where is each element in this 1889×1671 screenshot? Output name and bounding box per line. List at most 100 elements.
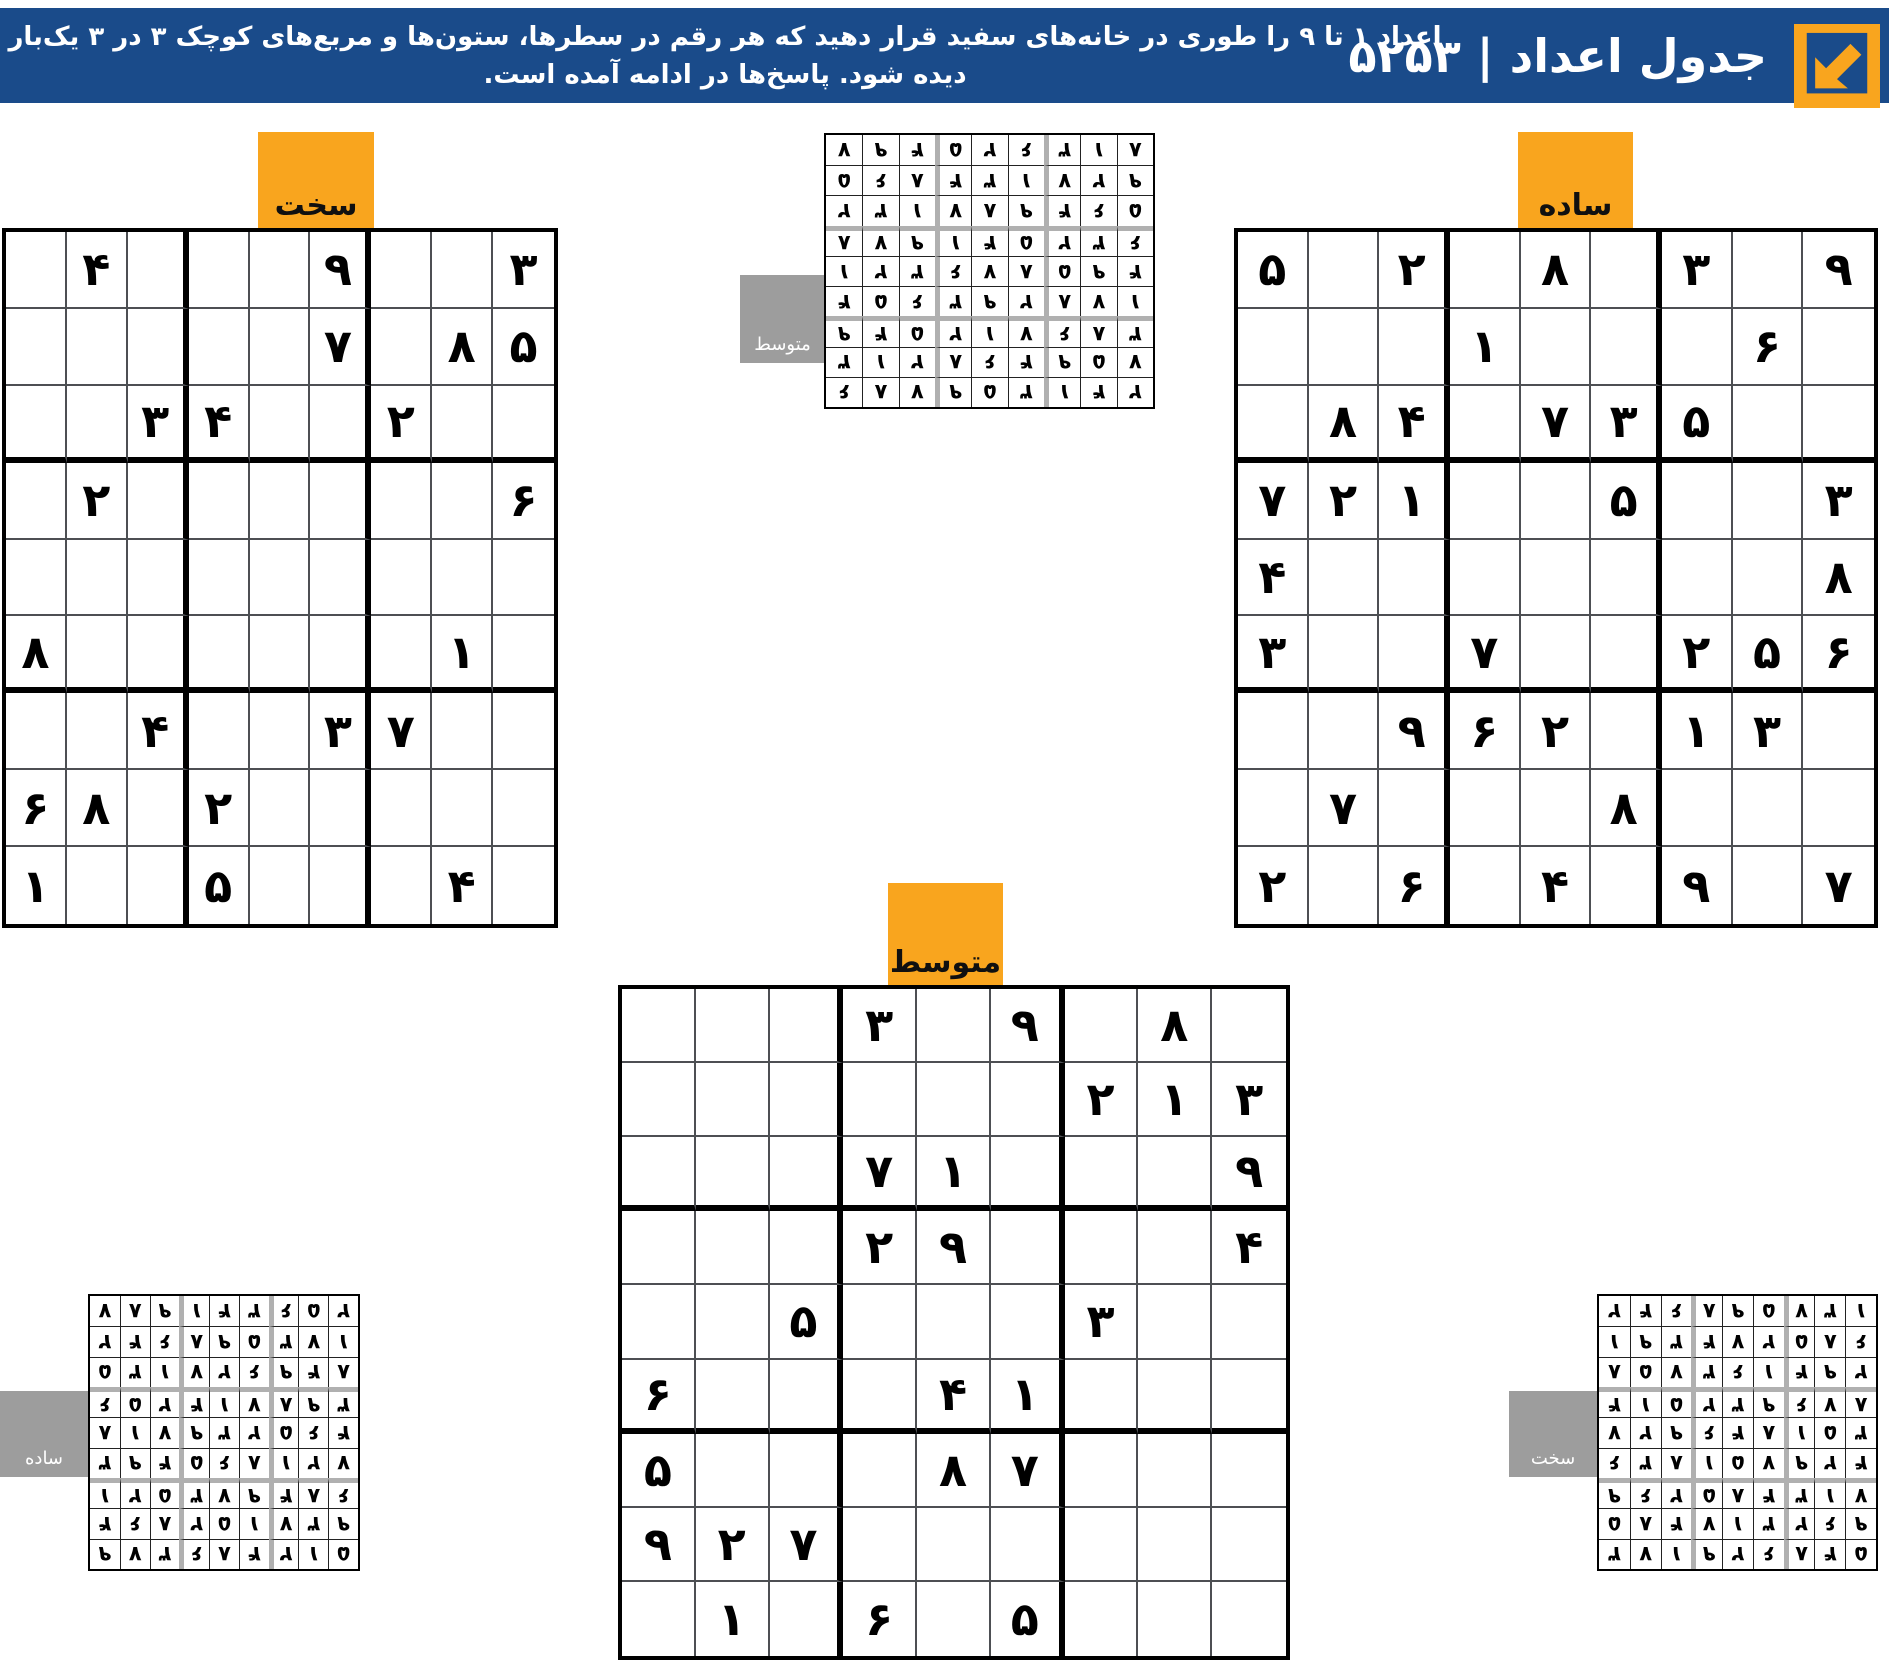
sudoku-cell-medium [843, 1507, 918, 1582]
solution-cell-medium: ۸ [826, 225, 863, 256]
sudoku-cell-medium [990, 1507, 1065, 1582]
sudoku-cell-hard [371, 770, 433, 848]
solution-cell-easy: ۶ [149, 1326, 180, 1357]
sudoku-cell-medium: ۵ [769, 1285, 844, 1360]
sudoku-cell-hard [127, 539, 189, 617]
sudoku-cell-medium [1138, 1507, 1213, 1582]
solution-cell-easy: ۵ [119, 1387, 150, 1418]
solution-cell-hard: ۵ [1691, 1478, 1723, 1509]
sudoku-cell-easy: ۷ [1449, 616, 1521, 694]
sudoku-cell-hard [66, 385, 128, 463]
solution-cell-easy: ۱ [328, 1326, 358, 1357]
solution-cell-medium: ۹ [935, 376, 972, 407]
sudoku-cell-hard [493, 616, 554, 694]
solution-cell-easy: ۷ [298, 1326, 329, 1357]
solution-cell-hard: ۵ [1629, 1356, 1661, 1387]
sudoku-cell-hard [432, 232, 494, 309]
sudoku-cell-hard [432, 462, 494, 540]
sudoku-cell-easy [1732, 539, 1804, 617]
solution-cell-medium: ۵ [1080, 346, 1117, 377]
solution-cell-medium: ۲ [1044, 225, 1081, 256]
sudoku-cell-easy: ۷ [1520, 385, 1592, 463]
tab-solution-easy: ساده [0, 1391, 88, 1477]
solution-cell-easy: ۵ [90, 1356, 120, 1387]
sudoku-cell-easy [1520, 770, 1592, 848]
sudoku-cell-medium: ۶ [843, 1581, 918, 1656]
solution-cell-hard: ۶ [1660, 1296, 1692, 1327]
solution-cell-medium: ۷ [1116, 346, 1153, 377]
solution-cell-easy: ۸ [209, 1538, 239, 1569]
sudoku-cell-easy: ۳ [1661, 232, 1733, 309]
sudoku-cell-hard [6, 693, 67, 771]
solution-cell-easy: ۷ [119, 1538, 150, 1569]
sudoku-cell-easy: ۲ [1238, 847, 1309, 924]
sudoku-cell-easy [1308, 539, 1380, 617]
solution-cell-hard: ۴ [1660, 1508, 1692, 1539]
sudoku-cell-medium [769, 1433, 844, 1508]
solution-cell-hard: ۶ [1845, 1326, 1876, 1357]
sudoku-cell-hard [493, 540, 554, 617]
sudoku-cell-medium [917, 989, 991, 1064]
solution-cell-medium: ۲ [862, 255, 899, 287]
sudoku-cell-hard [371, 308, 433, 386]
solution-cell-easy: ۲ [119, 1478, 150, 1509]
solution-cell-medium: ۵ [971, 376, 1008, 407]
solution-cell-hard: ۷ [1722, 1326, 1753, 1357]
sudoku-cell-medium [769, 1063, 844, 1138]
sudoku-cell-easy: ۶ [1379, 847, 1450, 924]
solution-cell-easy: ۴ [298, 1356, 329, 1387]
sudoku-cell-medium [622, 1137, 696, 1212]
sudoku-cell-medium: ۳ [843, 989, 918, 1064]
solution-cell-medium: ۶ [935, 255, 972, 287]
solution-cell-hard: ۱ [1629, 1387, 1661, 1418]
sudoku-cell-medium [622, 989, 696, 1064]
sudoku-cell-hard [249, 308, 311, 386]
solution-cell-hard: ۳ [1752, 1508, 1784, 1539]
sudoku-cell-hard: ۲ [371, 385, 433, 463]
sudoku-cell-easy [1379, 308, 1450, 386]
solution-cell-hard: ۱ [1599, 1326, 1630, 1357]
solution-cell-easy: ۵ [328, 1538, 358, 1569]
sudoku-cell-hard [249, 462, 311, 540]
solution-cell-easy: ۶ [209, 1447, 239, 1478]
solution-cell-medium: ۸ [898, 165, 936, 196]
sudoku-cell-hard [6, 462, 67, 540]
sudoku-cell-hard: ۶ [493, 463, 554, 540]
solution-cell-medium: ۵ [862, 286, 899, 317]
solution-cell-hard: ۵ [1722, 1447, 1753, 1478]
sudoku-cell-easy [1379, 539, 1450, 617]
sudoku-cell-medium: ۷ [769, 1507, 844, 1582]
sudoku-cell-medium [1064, 1211, 1139, 1286]
sudoku-cell-medium [695, 1433, 770, 1508]
solution-cell-medium: ۱ [1044, 376, 1081, 407]
solution-cell-hard: ۳ [1845, 1417, 1876, 1448]
solution-cell-easy: ۷ [268, 1508, 299, 1539]
sudoku-cell-hard [493, 693, 554, 771]
solution-cell-easy: ۳ [149, 1538, 180, 1569]
sudoku-cell-easy: ۵ [1238, 232, 1309, 309]
solution-cell-easy: ۷ [98, 1299, 112, 1324]
solution-cell-hard: ۳ [1814, 1296, 1846, 1327]
sudoku-cell-hard: ۴ [127, 693, 189, 771]
sudoku-cell-easy: ۸ [1308, 385, 1380, 463]
solution-cell-medium: ۱ [898, 195, 936, 226]
sudoku-cell-easy [1661, 539, 1733, 617]
solution-cell-medium: ۲ [1116, 376, 1153, 407]
sudoku-cell-medium: ۷ [843, 1137, 918, 1212]
solution-cell-easy: ۲ [298, 1447, 329, 1478]
solution-cell-easy: ۱ [149, 1356, 180, 1387]
solution-cell-medium: ۴ [898, 135, 936, 166]
sudoku-cell-medium [769, 989, 844, 1064]
sudoku-cell-hard [188, 308, 250, 386]
solution-cell-hard: ۲ [1814, 1447, 1846, 1478]
solution-cell-easy: ۶ [90, 1387, 120, 1418]
sudoku-cell-medium [622, 1063, 696, 1138]
solution-cell-hard: ۱ [1845, 1296, 1876, 1327]
solution-cell-easy: ۳ [268, 1326, 299, 1357]
sudoku-cell-easy [1733, 847, 1804, 924]
sudoku-cell-medium: ۱ [917, 1137, 991, 1212]
sudoku-cell-easy [1591, 539, 1662, 617]
sudoku-cell-easy [1591, 308, 1662, 386]
sudoku-cell-hard: ۸ [6, 616, 67, 694]
